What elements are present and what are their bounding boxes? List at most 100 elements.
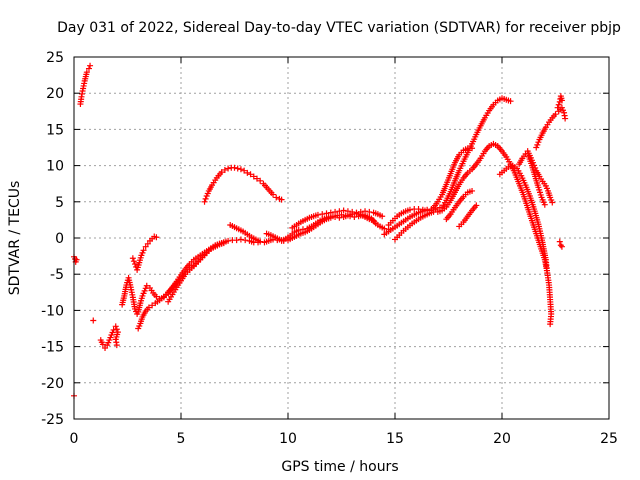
- y-tick-label: 15: [46, 122, 64, 138]
- series-early-d: [97, 323, 121, 352]
- data-point: [83, 69, 90, 76]
- data-point: [533, 144, 540, 151]
- data-point: [130, 258, 137, 265]
- data-point: [557, 242, 564, 249]
- data-point: [244, 169, 251, 176]
- data-point: [143, 282, 150, 289]
- data-point: [270, 191, 277, 198]
- data-point: [558, 97, 565, 104]
- data-point: [370, 217, 377, 224]
- x-axis-label: GPS time / hours: [281, 459, 398, 475]
- y-tick-label: 0: [55, 231, 64, 247]
- data-point: [336, 208, 343, 215]
- data-point: [149, 302, 156, 309]
- data-point: [257, 238, 264, 245]
- data-point: [253, 175, 260, 182]
- data-point: [314, 211, 321, 218]
- data-point: [549, 199, 556, 206]
- y-tick-label: -25: [41, 412, 64, 428]
- data-point: [131, 261, 138, 268]
- data-point: [531, 162, 538, 169]
- series-pass-d: [165, 240, 227, 305]
- series-pass-p: [496, 162, 550, 274]
- data-point: [406, 206, 413, 213]
- grid: [74, 57, 609, 419]
- data-point: [218, 169, 225, 176]
- data-point: [327, 214, 334, 221]
- data-point: [415, 206, 422, 213]
- data-point: [234, 165, 241, 172]
- data-point: [233, 237, 240, 244]
- series-pass-t: [554, 93, 565, 250]
- y-axis-label: SDTVAR / TECUs: [7, 181, 23, 296]
- series-pass-e: [201, 164, 285, 205]
- y-tick-label: 20: [46, 86, 64, 102]
- y-tick-label: 10: [46, 159, 64, 175]
- series-pass-r: [524, 148, 556, 206]
- data-point: [278, 196, 285, 203]
- series-early-b: [77, 62, 94, 108]
- data-point: [554, 104, 561, 111]
- series-pass-l: [430, 145, 476, 211]
- data-point: [221, 166, 228, 173]
- y-tick-label: 25: [46, 50, 64, 66]
- data-point: [110, 326, 117, 333]
- y-tick-label: -20: [41, 376, 64, 392]
- data-point: [340, 207, 347, 214]
- x-tick-label: 15: [386, 431, 404, 447]
- data-point: [547, 321, 554, 328]
- data-point: [381, 225, 388, 232]
- y-tick-label: -15: [41, 340, 64, 356]
- axes: 0 5 10 15 20 25 -25 -20 -15 -10 -5 0 5 10 15 20 25: [41, 50, 618, 447]
- data-point: [552, 111, 559, 118]
- data-point: [225, 165, 232, 172]
- data-point: [556, 238, 563, 245]
- data-point: [469, 187, 476, 194]
- series-pass-h: [289, 207, 386, 231]
- data-point: [250, 173, 257, 180]
- data-point: [85, 65, 92, 72]
- data-point: [534, 141, 541, 148]
- series-pass-a: [119, 236, 262, 318]
- data-point: [99, 341, 106, 348]
- y-tick-label: -5: [50, 267, 64, 283]
- x-tick-label: 20: [493, 431, 511, 447]
- series-early-a: [71, 253, 80, 399]
- series-early-c: [90, 317, 97, 324]
- series-pass-m: [439, 95, 514, 211]
- data-point: [201, 198, 208, 205]
- data-point: [535, 139, 542, 146]
- data-point: [357, 208, 364, 215]
- data-point: [247, 171, 254, 178]
- data-point: [532, 165, 539, 172]
- y-tick-label: -10: [41, 303, 64, 319]
- series-pass-j: [385, 206, 439, 228]
- data-points: [71, 62, 569, 399]
- data-point: [257, 177, 264, 184]
- series-pass-o: [456, 202, 480, 230]
- data-point: [555, 101, 562, 108]
- data-point: [241, 167, 248, 174]
- data-point: [87, 62, 94, 69]
- data-point: [543, 267, 550, 274]
- data-point: [349, 208, 356, 215]
- data-point: [323, 210, 330, 217]
- data-point: [153, 234, 160, 241]
- data-point: [319, 211, 326, 218]
- data-point: [379, 213, 386, 220]
- data-point: [280, 237, 287, 244]
- series-pass-s: [533, 104, 569, 151]
- series-pass-n: [443, 187, 476, 223]
- data-point: [129, 255, 136, 262]
- data-point: [153, 293, 160, 300]
- data-point: [202, 195, 209, 202]
- x-tick-label: 5: [177, 431, 186, 447]
- x-tick-label: 10: [279, 431, 297, 447]
- data-point: [231, 164, 238, 171]
- data-point: [237, 236, 244, 243]
- data-point: [73, 256, 80, 263]
- data-point: [530, 159, 537, 166]
- x-tick-label: 25: [600, 431, 618, 447]
- data-point: [112, 323, 119, 330]
